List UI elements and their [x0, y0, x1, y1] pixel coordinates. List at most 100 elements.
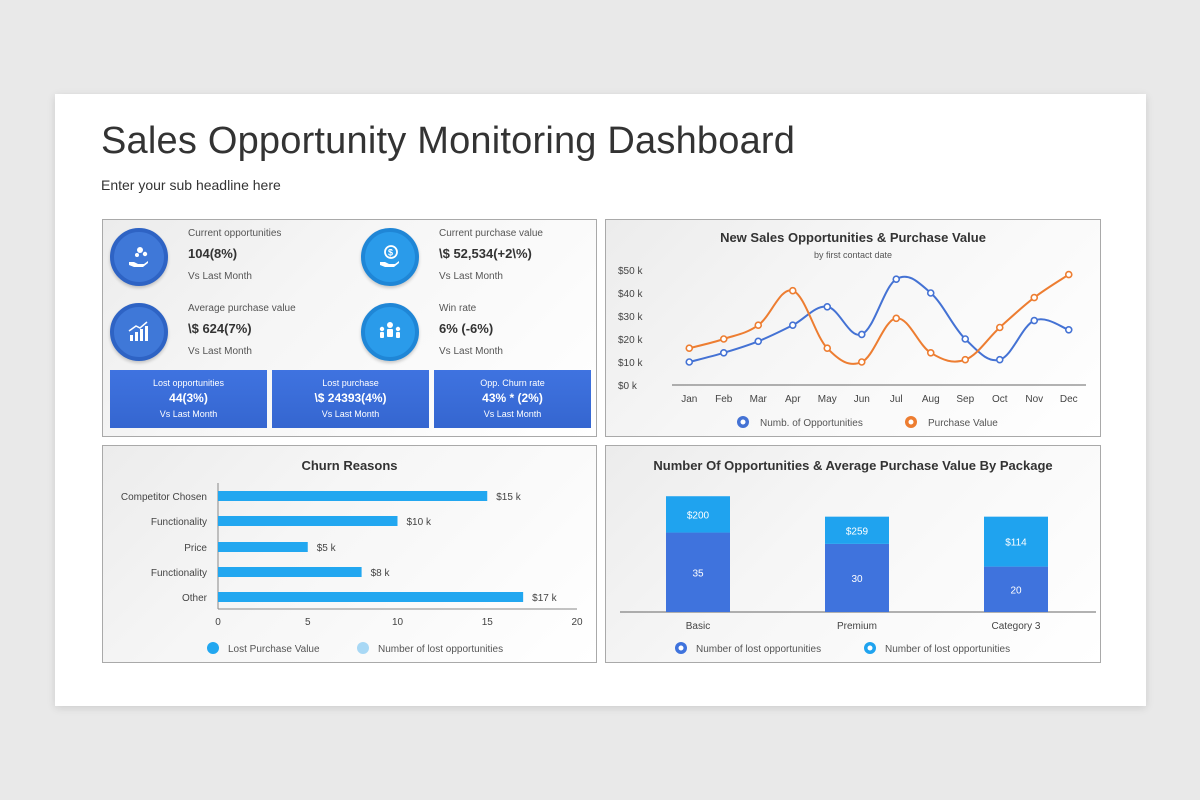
data-point	[857, 330, 866, 339]
data-point	[892, 314, 901, 323]
data-point	[719, 335, 728, 343]
x-tick-label: Jun	[854, 394, 870, 405]
legend-label: Number of lost opportunities	[378, 644, 503, 655]
chart-subtitle: by first contact date	[813, 250, 893, 260]
data-point	[823, 344, 832, 352]
package-stacked-chart: 35 $200 Basic 30 $259 Premium 20 $114 Category 3…	[620, 496, 1096, 655]
bar	[218, 567, 362, 577]
tile-comparison: Vs Last Month	[159, 409, 218, 419]
x-tick-label: Feb	[715, 394, 733, 405]
legend-marker-dot	[740, 419, 746, 425]
tile-value: \$ 24393(4%)	[314, 391, 387, 405]
x-tick-label: May	[818, 394, 837, 405]
x-tick-label: Jul	[890, 394, 903, 405]
category-label: Category 3	[992, 621, 1041, 632]
series-line-purchase-value	[688, 273, 1070, 365]
bar	[218, 592, 524, 602]
data-point	[995, 323, 1004, 332]
x-tick-label: 5	[305, 617, 311, 628]
line-chart-panel: New Sales Opportunities & Purchase Value…	[605, 219, 1101, 437]
kpi-average-purchase-value[interactable]: Average purchase value \$ 624(7%) Vs Las…	[110, 303, 350, 373]
data-point	[926, 349, 935, 357]
data-point	[823, 303, 832, 311]
data-point	[961, 335, 970, 343]
dashboard-slide: Sales Opportunity Monitoring Dashboard E…	[55, 94, 1146, 706]
bar-segment-label: 35	[692, 568, 704, 579]
churn-bar-chart: Competitor Chosen $15 k Functionality $10 k…	[121, 483, 583, 655]
category-label: Other	[182, 593, 208, 604]
y-tick-label: $10 k	[618, 358, 643, 369]
category-label: Competitor Chosen	[121, 492, 207, 503]
kpi-current-purchase-value[interactable]: $ Current purchase value \$ 52,534(+2\%)…	[361, 228, 601, 298]
kpi-label: Average purchase value	[188, 303, 296, 314]
kpi-value: \$ 52,534(+2\%)	[439, 246, 532, 261]
data-point	[892, 275, 901, 284]
y-tick-label: $50 k	[618, 266, 643, 277]
legend-marker-dot	[867, 645, 873, 651]
bar	[218, 516, 398, 526]
tile-value: 44(3%)	[169, 391, 208, 405]
bar	[218, 491, 488, 501]
svg-text:$: $	[388, 248, 393, 258]
kpi-comparison: Vs Last Month	[188, 271, 252, 282]
tile-comparison: Vs Last Month	[321, 409, 380, 419]
kpi-comparison: Vs Last Month	[188, 346, 252, 357]
tile-comparison: Vs Last Month	[483, 409, 542, 419]
bar-segment-label: $259	[846, 526, 869, 537]
category-label: Price	[184, 543, 207, 554]
tile-lost-opportunities[interactable]: Lost opportunities 44(3%) Vs Last Month	[110, 370, 267, 428]
bar-value-label: $8 k	[371, 568, 391, 579]
bar-value-label: $10 k	[407, 517, 432, 528]
x-tick-label: Aug	[922, 394, 940, 405]
data-point	[1064, 326, 1073, 334]
x-tick-label: Oct	[992, 394, 1008, 405]
kpi-label: Current opportunities	[188, 228, 282, 239]
legend-marker-dot	[678, 645, 684, 651]
tile-value: 43% * (2%)	[482, 391, 543, 405]
data-point	[1064, 270, 1073, 279]
page-title: Sales Opportunity Monitoring Dashboard	[101, 120, 796, 162]
category-label: Functionality	[151, 568, 207, 579]
kpi-value: 6% (-6%)	[439, 321, 494, 336]
tile-lost-purchase[interactable]: Lost purchase \$ 24393(4%) Vs Last Month	[272, 370, 429, 428]
bar-value-label: $15 k	[496, 492, 521, 503]
tile-label: Lost opportunities	[152, 378, 225, 388]
y-tick-label: $30 k	[618, 312, 643, 323]
x-tick-label: Mar	[750, 394, 768, 405]
data-point	[926, 289, 935, 297]
data-point	[719, 349, 728, 357]
x-tick-label: 20	[571, 617, 583, 628]
package-chart-panel: Number Of Opportunities & Average Purcha…	[605, 445, 1101, 663]
y-tick-label: $20 k	[618, 335, 643, 346]
category-label: Premium	[837, 621, 877, 632]
legend-marker-dot	[908, 419, 914, 425]
legend-marker	[357, 642, 369, 654]
bar-segment-opportunities	[984, 566, 1048, 612]
x-tick-label: 15	[482, 617, 494, 628]
kpi-current-opportunities[interactable]: Current opportunities 104(8%) Vs Last Mo…	[110, 228, 350, 298]
tile-churn-rate[interactable]: Opp. Churn rate 43% * (2%) Vs Last Month	[434, 370, 591, 428]
x-tick-label: Jan	[681, 394, 697, 405]
kpi-comparison: Vs Last Month	[439, 346, 503, 357]
data-point	[754, 321, 763, 329]
bar-value-label: $17 k	[532, 593, 557, 604]
tile-label: Lost purchase	[322, 378, 379, 388]
data-point	[995, 355, 1004, 364]
dollar-hand-icon: $	[361, 228, 419, 286]
kpi-comparison: Vs Last Month	[439, 271, 503, 282]
x-tick-label: 10	[392, 617, 404, 628]
data-point	[1030, 293, 1039, 302]
chart-title: New Sales Opportunities & Purchase Value	[720, 230, 986, 245]
data-point	[857, 358, 866, 366]
bar-segment-label: $114	[1005, 538, 1027, 549]
data-point	[1030, 316, 1039, 325]
bar-segment-purchase	[666, 496, 730, 533]
legend-marker	[207, 642, 219, 654]
kpi-win-rate[interactable]: Win rate 6% (-6%) Vs Last Month	[361, 303, 601, 373]
legend-label: Number of lost opportunities	[696, 644, 821, 655]
bar-segment-label: $200	[687, 510, 710, 521]
kpi-label: Current purchase value	[439, 228, 543, 239]
page-subtitle: Enter your sub headline here	[101, 177, 281, 193]
bar-segment-opportunities	[825, 543, 889, 612]
data-point	[961, 355, 970, 364]
